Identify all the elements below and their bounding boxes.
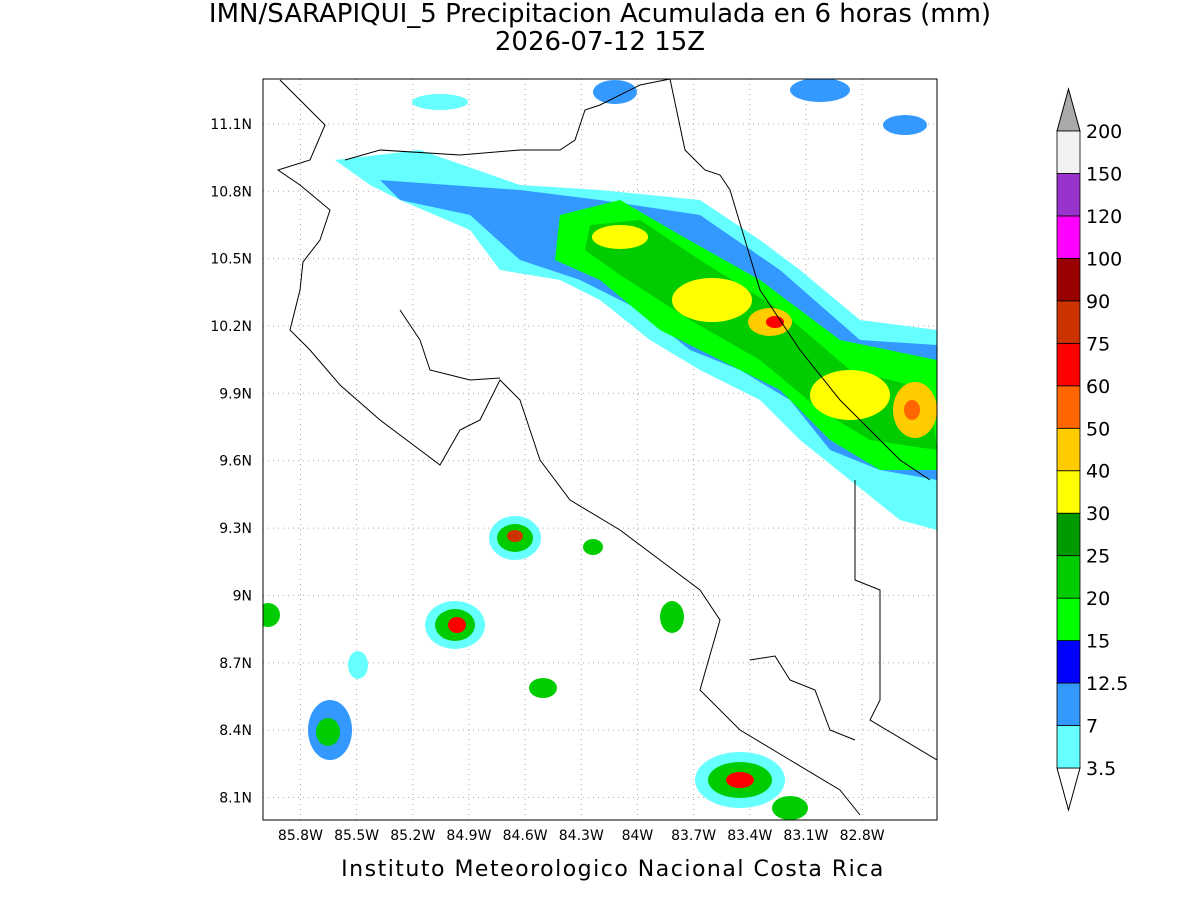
- precip-area: [772, 796, 808, 820]
- coastline: [854, 480, 937, 761]
- colorbar-label: 150: [1086, 163, 1122, 185]
- colorbar-box: [1056, 130, 1081, 174]
- precip-area: [316, 718, 340, 746]
- colorbar-label: 75: [1086, 333, 1110, 355]
- colorbar-label: 50: [1086, 418, 1110, 440]
- y-tick-label: 9N: [233, 588, 252, 604]
- colorbar-box: [1056, 725, 1081, 769]
- precip-area: [672, 278, 752, 322]
- precip-area: [583, 539, 603, 555]
- colorbar-box: [1056, 342, 1081, 387]
- precip-area: [592, 225, 648, 249]
- x-tick-label: 83.4W: [727, 828, 772, 844]
- x-tick-label: 84W: [622, 828, 654, 844]
- precip-area: [810, 370, 890, 420]
- x-tick-label: 85.5W: [334, 828, 379, 844]
- colorbar-label: 100: [1086, 248, 1122, 270]
- x-tick-label: 84.9W: [446, 828, 491, 844]
- border: [669, 79, 931, 481]
- y-tick-label: 8.4N: [219, 723, 252, 739]
- precip-area: [335, 150, 937, 530]
- colorbar: 3.5 7 12.5 15 20 25 30 40 50 60 75 90 100 120 150 200: [1056, 87, 1128, 812]
- colorbar-box: [1056, 682, 1081, 726]
- map-frame: [262, 78, 938, 821]
- precip-field: [263, 79, 937, 820]
- colorbar-label: 15: [1086, 631, 1110, 653]
- precip-area: [412, 94, 468, 110]
- colorbar-box: [1056, 257, 1081, 302]
- y-tick-label: 11.1N: [210, 117, 252, 133]
- colorbar-box: [1056, 512, 1081, 557]
- colorbar-label: 60: [1086, 376, 1110, 398]
- y-tick-label: 8.7N: [219, 656, 252, 672]
- coastline: [749, 655, 856, 741]
- colorbar-box: [1056, 597, 1081, 642]
- axis-labels: 85.8W 85.5W 85.2W 84.9W 84.6W 84.3W 84W 83.7W 83…: [210, 117, 884, 844]
- colorbar-label: 40: [1086, 461, 1110, 483]
- colorbar-box: [1056, 173, 1081, 217]
- x-tick-label: 83.1W: [783, 828, 828, 844]
- colorbar-box: [1056, 215, 1081, 259]
- precip-area: [448, 617, 466, 633]
- footer: Instituto Meteorologico Nacional Costa R…: [341, 857, 885, 882]
- colorbar-label: 20: [1086, 588, 1110, 610]
- colorbar-box: [1056, 427, 1081, 472]
- colorbar-box: [1056, 470, 1081, 514]
- colorbar-label: 120: [1086, 206, 1122, 228]
- precip-area: [790, 79, 850, 102]
- precip-area: [726, 772, 754, 788]
- precip-area: [529, 678, 557, 698]
- colorbar-label: 30: [1086, 503, 1110, 525]
- y-tick-label: 10.5N: [210, 252, 252, 268]
- coastline: [344, 79, 671, 161]
- x-tick-label: 82.8W: [840, 828, 885, 844]
- colorbar-over: [1056, 87, 1081, 132]
- title: IMN/SARAPIQUI_5 Precipitacion Acumulada …: [209, 0, 991, 29]
- colorbar-label: 3.5: [1086, 758, 1116, 780]
- precip-area: [593, 80, 637, 104]
- x-tick-label: 84.6W: [503, 828, 548, 844]
- colorbar-box: [1056, 640, 1081, 684]
- precip-area: [660, 601, 684, 633]
- colorbar-box: [1056, 385, 1081, 429]
- precip-area: [348, 651, 368, 679]
- coastline: [276, 79, 861, 816]
- y-tick-label: 10.2N: [210, 319, 252, 335]
- x-tick-label: 84.3W: [559, 828, 604, 844]
- colorbar-under: [1056, 767, 1081, 812]
- colorbar-box: [1056, 555, 1081, 599]
- precip-area: [883, 115, 927, 135]
- subtitle: 2026-07-12 15Z: [495, 27, 705, 57]
- x-tick-label: 85.8W: [278, 828, 323, 844]
- y-tick-label: 9.3N: [219, 521, 252, 537]
- precip-area: [263, 603, 280, 627]
- coastline: [399, 309, 501, 381]
- colorbar-label: 12.5: [1086, 673, 1128, 695]
- precip-area: [904, 400, 920, 420]
- x-tick-label: 83.7W: [671, 828, 716, 844]
- y-tick-label: 9.9N: [219, 386, 252, 402]
- y-tick-label: 10.8N: [210, 184, 252, 200]
- colorbar-box: [1056, 300, 1081, 344]
- colorbar-label: 7: [1086, 716, 1098, 738]
- x-tick-label: 85.2W: [390, 828, 435, 844]
- y-tick-label: 9.6N: [219, 454, 252, 470]
- colorbar-label: 25: [1086, 546, 1110, 568]
- colorbar-label: 200: [1086, 121, 1122, 143]
- precip-area: [507, 530, 523, 542]
- colorbar-label: 90: [1086, 291, 1110, 313]
- y-tick-label: 8.1N: [219, 791, 252, 807]
